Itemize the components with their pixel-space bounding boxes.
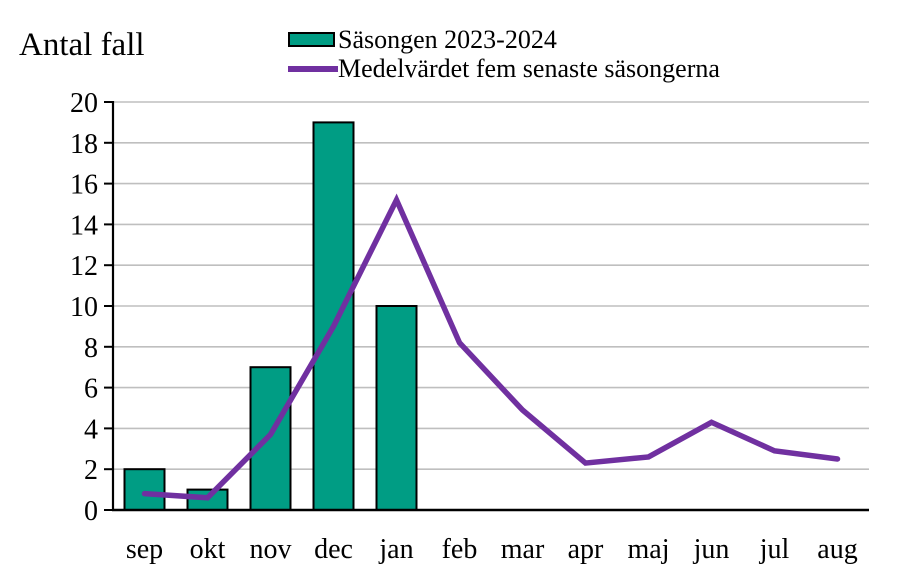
- y-tick-label: 6: [84, 374, 98, 405]
- legend-item-season: Säsongen 2023-2024: [288, 25, 720, 54]
- y-tick-label: 10: [70, 292, 98, 323]
- chart-title: Antal fall: [19, 27, 145, 63]
- x-tick-label: okt: [190, 534, 226, 565]
- y-tick-label: 4: [84, 414, 98, 445]
- legend-label-season: Säsongen 2023-2024: [338, 24, 557, 54]
- y-tick-label: 2: [84, 455, 98, 486]
- bar-swatch-icon: [288, 32, 335, 47]
- y-tick-label: 12: [70, 251, 98, 282]
- line-swatch-icon: [288, 65, 338, 72]
- x-tick-label: jun: [693, 534, 730, 565]
- legend: Säsongen 2023-2024 Medelvärdet fem senas…: [288, 25, 720, 83]
- legend-item-average: Medelvärdet fem senaste säsongerna: [288, 54, 720, 83]
- legend-label-average: Medelvärdet fem senaste säsongerna: [338, 53, 720, 83]
- y-tick-label: 0: [84, 496, 98, 527]
- season-bar: [249, 366, 292, 512]
- y-tick-label: 16: [70, 170, 98, 201]
- x-tick-label: dec: [314, 534, 353, 565]
- x-tick-label: jan: [378, 534, 413, 565]
- y-tick-label: 18: [70, 129, 98, 160]
- y-tick-label: 8: [84, 333, 98, 364]
- average-line: [141, 193, 841, 501]
- y-tick-label: 20: [70, 88, 98, 119]
- x-tick-label: maj: [628, 534, 670, 565]
- y-tick-label: 14: [70, 210, 98, 241]
- x-tick-label: aug: [817, 534, 857, 565]
- x-tick-label: sep: [126, 534, 163, 565]
- season-bar: [123, 468, 166, 512]
- season-bar: [312, 121, 355, 512]
- x-tick-label: jul: [759, 534, 790, 565]
- x-tick-label: feb: [442, 534, 478, 565]
- season-bar: [375, 305, 418, 511]
- x-tick-label: mar: [501, 534, 545, 565]
- x-tick-label: nov: [250, 534, 292, 565]
- x-tick-label: apr: [568, 534, 604, 565]
